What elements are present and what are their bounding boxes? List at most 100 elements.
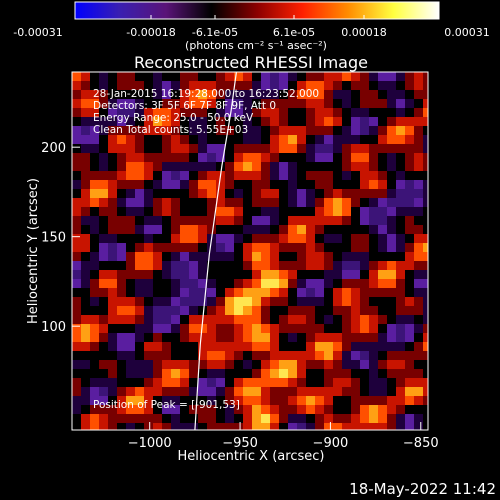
heatmap-cell [387,180,396,189]
heatmap-cell [306,423,315,430]
heatmap-cell [216,117,225,126]
colorbar-bar [74,1,440,20]
heatmap-cell [342,423,351,430]
heatmap-cell [396,423,405,430]
heatmap-cell [216,279,225,288]
heatmap-cell [153,360,162,369]
heatmap-cell [315,324,324,333]
heatmap-cell [144,351,153,360]
heatmap-cell [243,90,252,99]
heatmap-cell [405,234,414,243]
heatmap-cell [81,423,90,430]
heatmap-cell [342,378,351,387]
heatmap-cell [180,324,189,333]
heatmap-cell [126,396,135,405]
heatmap-cell [288,252,297,261]
heatmap-cell [117,198,126,207]
heatmap-cell [81,333,90,342]
heatmap-cell [243,297,252,306]
heatmap-cell [207,261,216,270]
heatmap-cell [306,351,315,360]
heatmap-cell [207,81,216,90]
heatmap-cell [99,306,108,315]
heatmap-cell [153,288,162,297]
heatmap-cell [99,369,108,378]
heatmap-cell [396,99,405,108]
heatmap-cell [396,171,405,180]
heatmap-cell [72,162,81,171]
heatmap-cell [270,189,279,198]
heatmap-cell [72,396,81,405]
heatmap-cell [144,81,153,90]
heatmap-cell [135,360,144,369]
heatmap-cell [270,423,279,430]
heatmap-cell [414,333,423,342]
heatmap-cell [90,423,99,430]
heatmap-cell [153,108,162,117]
heatmap-cell [117,72,126,81]
heatmap-cell [306,315,315,324]
heatmap-cell [135,387,144,396]
heatmap-cell [180,261,189,270]
heatmap-cell [333,135,342,144]
heatmap-cell [243,81,252,90]
heatmap-cell [234,387,243,396]
heatmap-cell [360,396,369,405]
heatmap-cell [144,243,153,252]
heatmap-cell [387,324,396,333]
heatmap-cell [198,153,207,162]
heatmap-cell [405,180,414,189]
heatmap-cell [117,279,126,288]
heatmap-cell [270,342,279,351]
heatmap-cell [216,423,225,430]
heatmap-cell [108,180,117,189]
heatmap-cell [423,135,428,144]
heatmap-cell [216,90,225,99]
heatmap-cell [81,126,90,135]
heatmap-cell [198,81,207,90]
heatmap-cell [72,369,81,378]
heatmap-cell [423,351,428,360]
heatmap-cell [108,378,117,387]
heatmap-cell [117,333,126,342]
heatmap-cell [315,99,324,108]
heatmap-cell [261,108,270,117]
heatmap-cell [180,297,189,306]
heatmap-cell [297,99,306,108]
solar-limb-line [194,72,237,430]
heatmap-cell [72,261,81,270]
heatmap-cell [189,270,198,279]
plot-frame [71,71,429,431]
heatmap-cell [162,297,171,306]
heatmap-cell [378,180,387,189]
heatmap-cell [180,351,189,360]
heatmap-cell [378,297,387,306]
heatmap-cell [180,207,189,216]
heatmap-cell [144,333,153,342]
heatmap-cell [207,135,216,144]
heatmap-cell [324,288,333,297]
heatmap-cell [135,423,144,430]
heatmap-cell [234,207,243,216]
heatmap-cell [207,189,216,198]
heatmap-cell [153,126,162,135]
heatmap-cell [324,234,333,243]
heatmap-cell [396,189,405,198]
heatmap-cell [360,378,369,387]
heatmap-cell [342,360,351,369]
heatmap-cell [261,153,270,162]
heatmap-cell [162,360,171,369]
heatmap-cell [279,387,288,396]
heatmap-cell [234,99,243,108]
heatmap-cell [207,405,216,414]
heatmap-cell [126,315,135,324]
heatmap-cell [297,351,306,360]
heatmap-cell [162,72,171,81]
heatmap-cell [216,342,225,351]
heatmap-cell [99,297,108,306]
heatmap-cell [351,108,360,117]
heatmap-cell [117,108,126,117]
heatmap-cell [261,423,270,430]
heatmap-cell [333,414,342,423]
heatmap-cell [225,198,234,207]
